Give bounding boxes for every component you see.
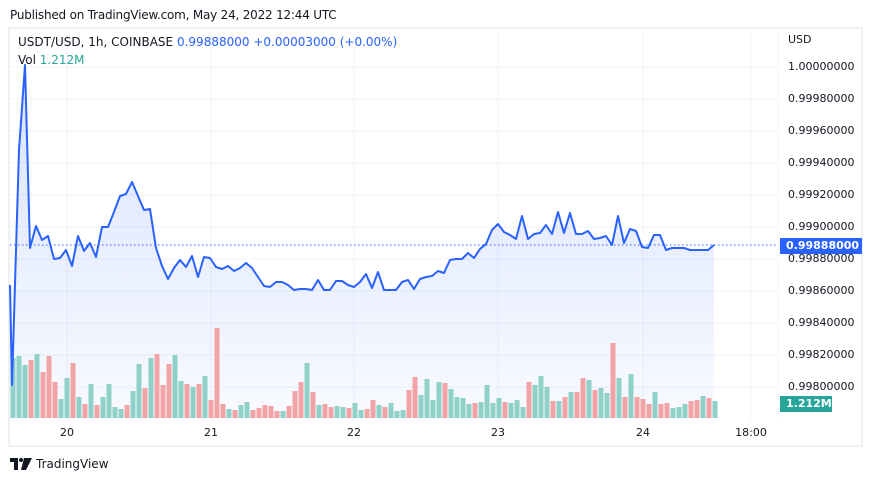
price-tick-label: 0.99800000 xyxy=(788,380,855,393)
brand-name: TradingView xyxy=(36,457,109,471)
price-tick-label: 0.99900000 xyxy=(788,220,855,233)
volume-label: Vol xyxy=(18,53,36,67)
time-tick-label: 18:00 xyxy=(735,426,767,439)
currency-label: USD xyxy=(788,33,812,46)
price-tick-label: 0.99960000 xyxy=(788,124,855,137)
volume-value: 1.212M xyxy=(39,53,85,67)
price-tick-label: 1.00000000 xyxy=(788,60,855,73)
tradingview-logo[interactable]: TradingView xyxy=(10,457,109,471)
price-tick-label: 0.99880000 xyxy=(788,252,855,265)
time-tick-label: 20 xyxy=(60,426,74,439)
time-tick-label: 22 xyxy=(347,426,361,439)
price-change: +0.00003000 (+0.00%) xyxy=(253,35,398,49)
time-tick-label: 23 xyxy=(491,426,505,439)
price-tick-label: 0.99820000 xyxy=(788,348,855,361)
last-price: 0.99888000 xyxy=(176,35,250,49)
last-price-tag: 0.99888000 xyxy=(780,238,862,254)
tradingview-logo-icon xyxy=(10,458,32,470)
price-tick-label: 0.99860000 xyxy=(788,284,855,297)
symbol-label: USDT/USD, 1h, COINBASE xyxy=(18,35,174,49)
time-tick-label: 21 xyxy=(204,426,218,439)
price-tick-label: 0.99840000 xyxy=(788,316,855,329)
price-tick-label: 0.99940000 xyxy=(788,156,855,169)
price-area xyxy=(10,65,714,420)
price-line xyxy=(9,64,715,386)
price-tick-label: 0.99980000 xyxy=(788,92,855,105)
chart-legend: USDT/USD, 1h, COINBASE 0.99888000 +0.000… xyxy=(18,33,397,69)
volume-tag: 1.212M xyxy=(780,396,832,412)
volume-bars xyxy=(10,328,718,418)
time-tick-label: 24 xyxy=(636,426,650,439)
published-caption: Published on TradingView.com, May 24, 20… xyxy=(10,8,337,22)
price-tick-label: 0.99920000 xyxy=(788,188,855,201)
